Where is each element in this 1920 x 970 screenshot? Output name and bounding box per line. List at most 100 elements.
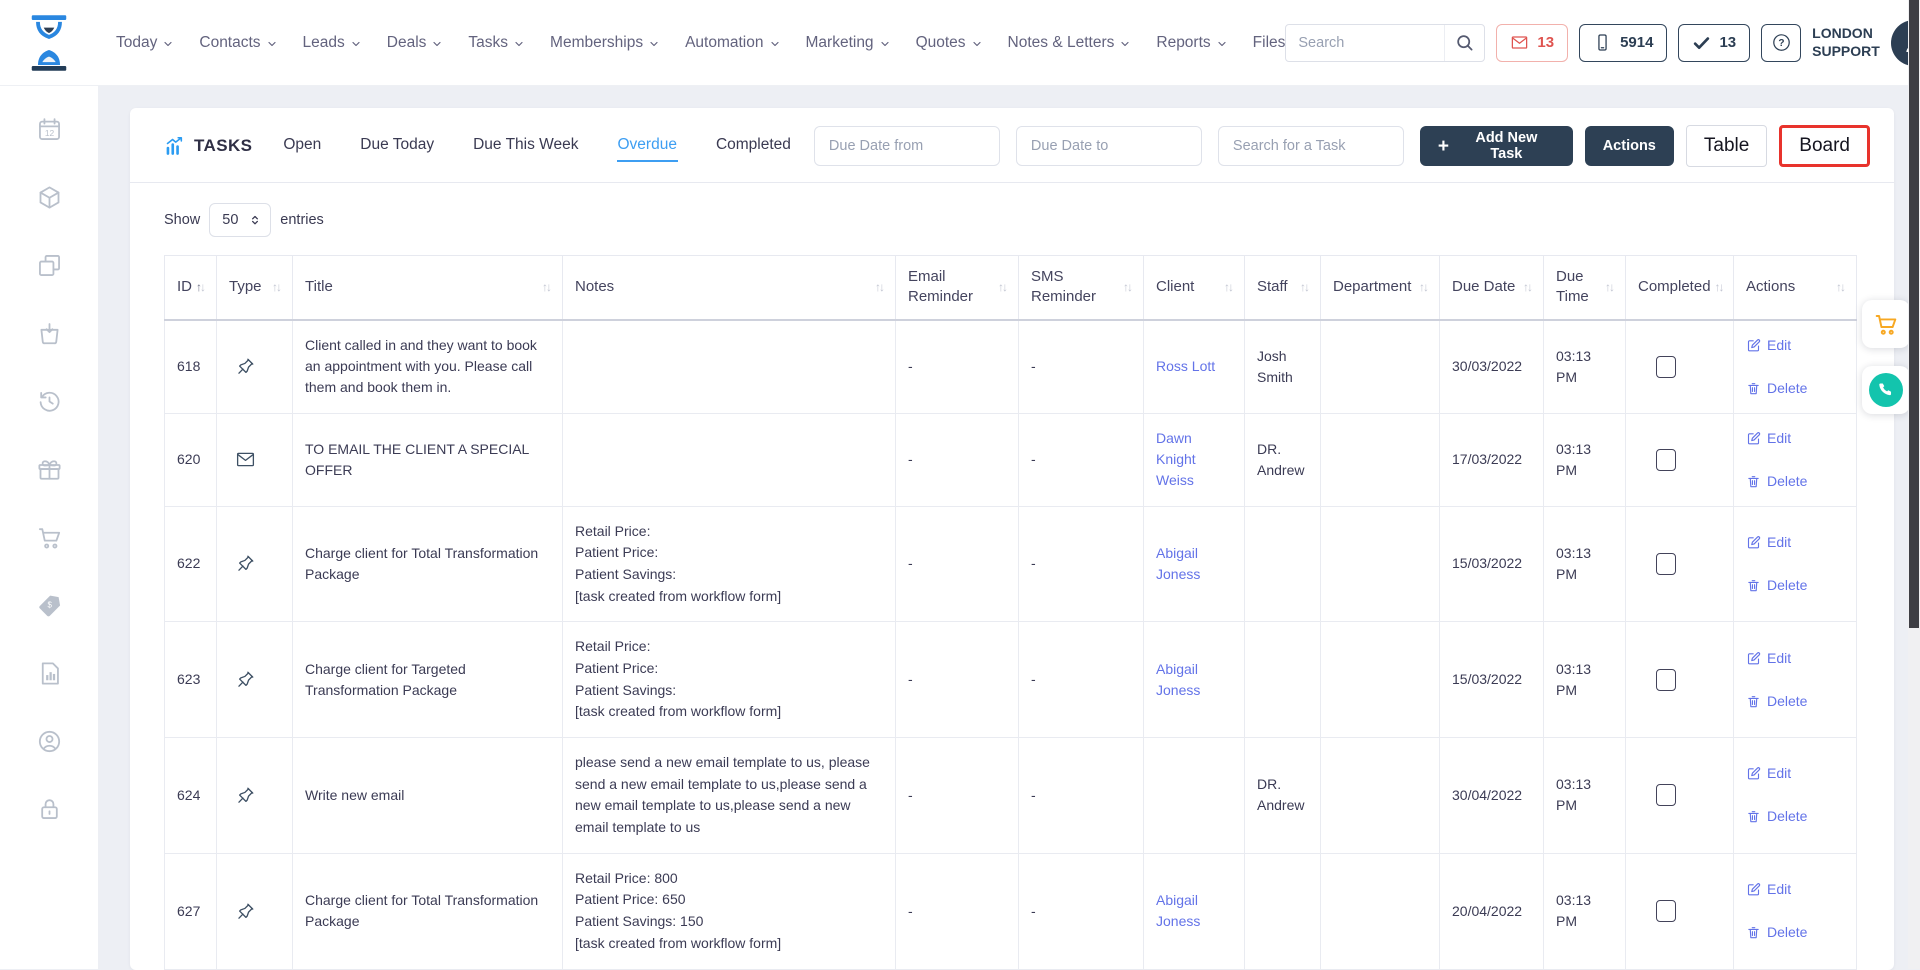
board-view-button[interactable]: Board: [1779, 125, 1870, 167]
client-link[interactable]: Ross Lott: [1156, 358, 1215, 374]
svg-text:12: 12: [44, 128, 54, 138]
sort-arrows-icon: ↑↓: [1715, 280, 1723, 294]
completed-checkbox[interactable]: [1656, 900, 1676, 922]
app-logo[interactable]: [26, 14, 72, 72]
email-badge[interactable]: 13: [1496, 24, 1568, 62]
chevron-down-icon: [971, 38, 983, 50]
whatsapp-fab-button[interactable]: [1862, 366, 1910, 414]
column-label: Notes: [575, 277, 614, 297]
task-actions: Edit Delete: [1734, 320, 1857, 414]
edit-icon: [1746, 338, 1761, 353]
nav-item-reports[interactable]: Reports: [1156, 34, 1227, 52]
delete-button[interactable]: Delete: [1746, 575, 1844, 596]
nav-item-today[interactable]: Today: [116, 34, 174, 52]
completed-checkbox[interactable]: [1656, 784, 1676, 806]
client-link[interactable]: Dawn Knight Weiss: [1156, 430, 1196, 488]
completed-checkbox[interactable]: [1656, 356, 1676, 378]
sidebar-item-price-tag[interactable]: $: [36, 592, 63, 624]
sidebar-item-report[interactable]: [36, 660, 63, 692]
delete-button[interactable]: Delete: [1746, 922, 1844, 943]
main-navigation: Today Contacts Leads Deals Tasks Memberships A…: [116, 34, 1285, 52]
edit-button[interactable]: Edit: [1746, 648, 1844, 669]
nav-item-marketing[interactable]: Marketing: [806, 34, 891, 52]
client-link[interactable]: Abigail Joness: [1156, 545, 1200, 582]
actions-button[interactable]: Actions: [1585, 126, 1674, 166]
column-header-email-reminder[interactable]: Email Reminder↑↓: [896, 256, 1019, 320]
column-header-notes[interactable]: Notes↑↓: [563, 256, 896, 320]
nav-item-automation[interactable]: Automation: [685, 34, 780, 52]
nav-item-quotes[interactable]: Quotes: [916, 34, 983, 52]
plus-icon: +: [1438, 137, 1449, 156]
due-date: 30/03/2022: [1440, 320, 1544, 414]
delete-button[interactable]: Delete: [1746, 378, 1844, 399]
phone-badge[interactable]: 5914: [1579, 24, 1667, 62]
cube-icon: [36, 184, 63, 211]
cart-fab-button[interactable]: [1862, 300, 1910, 348]
task-search-input[interactable]: [1218, 126, 1404, 166]
scrollbar-thumb[interactable]: [1909, 0, 1919, 628]
column-header-type[interactable]: Type↑↓: [217, 256, 293, 320]
sidebar-item-copy[interactable]: [36, 252, 63, 284]
nav-item-deals[interactable]: Deals: [387, 34, 444, 52]
sort-arrows-icon: ↑↓: [272, 280, 280, 294]
delete-button[interactable]: Delete: [1746, 806, 1844, 827]
edit-button[interactable]: Edit: [1746, 335, 1844, 356]
due-time: 03:13 PM: [1544, 413, 1626, 506]
search-input[interactable]: [1286, 35, 1444, 51]
sms-reminder: -: [1019, 622, 1144, 738]
sidebar-item-cube[interactable]: [36, 184, 63, 216]
sidebar-item-lock[interactable]: [36, 796, 63, 828]
table-view-button[interactable]: Table: [1686, 125, 1767, 167]
page-scrollbar: [1908, 0, 1920, 969]
due-date-from-input[interactable]: [814, 126, 1000, 166]
edit-button[interactable]: Edit: [1746, 428, 1844, 449]
nav-item-memberships[interactable]: Memberships: [550, 34, 660, 52]
column-header-staff[interactable]: Staff↑↓: [1245, 256, 1321, 320]
column-header-title[interactable]: Title↑↓: [293, 256, 563, 320]
tab-due-this-week[interactable]: Due This Week: [472, 130, 579, 162]
column-header-id[interactable]: ID↑↓: [165, 256, 217, 320]
entries-label: entries: [280, 212, 324, 228]
tab-due-today[interactable]: Due Today: [359, 130, 435, 162]
sidebar-item-cart[interactable]: [36, 524, 63, 556]
nav-item-notes-letters[interactable]: Notes & Letters: [1008, 34, 1132, 52]
search-icon[interactable]: [1444, 25, 1484, 61]
sidebar-item-gift[interactable]: [36, 456, 63, 488]
task-actions: Edit Delete: [1734, 738, 1857, 854]
tab-completed[interactable]: Completed: [715, 130, 792, 162]
sidebar-item-history[interactable]: [36, 388, 63, 420]
column-header-sms-reminder[interactable]: SMS Reminder↑↓: [1019, 256, 1144, 320]
nav-item-leads[interactable]: Leads: [303, 34, 362, 52]
client-link[interactable]: Abigail Joness: [1156, 892, 1200, 929]
add-new-task-button[interactable]: + Add New Task: [1420, 126, 1573, 166]
nav-item-tasks[interactable]: Tasks: [468, 34, 525, 52]
help-button[interactable]: ?: [1761, 24, 1801, 62]
column-header-client[interactable]: Client↑↓: [1144, 256, 1245, 320]
due-date-to-input[interactable]: [1016, 126, 1202, 166]
delete-button[interactable]: Delete: [1746, 691, 1844, 712]
delete-button[interactable]: Delete: [1746, 471, 1844, 492]
nav-item-contacts[interactable]: Contacts: [199, 34, 277, 52]
tasks-badge[interactable]: 13: [1678, 24, 1750, 62]
column-header-department[interactable]: Department↑↓: [1321, 256, 1440, 320]
edit-button[interactable]: Edit: [1746, 879, 1844, 900]
column-header-due-time[interactable]: Due Time↑↓: [1544, 256, 1626, 320]
entries-per-page-select[interactable]: 50: [209, 203, 271, 237]
completed-checkbox[interactable]: [1656, 669, 1676, 691]
completed-checkbox[interactable]: [1656, 553, 1676, 575]
sidebar-item-calendar[interactable]: 12: [36, 116, 63, 148]
column-header-completed[interactable]: Completed↑↓: [1626, 256, 1734, 320]
sidebar-item-user-circle[interactable]: [36, 728, 63, 760]
column-header-actions[interactable]: Actions↑↓: [1734, 256, 1857, 320]
edit-button[interactable]: Edit: [1746, 532, 1844, 553]
trash-icon: [1746, 474, 1761, 489]
completed-checkbox[interactable]: [1656, 449, 1676, 471]
client-link[interactable]: Abigail Joness: [1156, 661, 1200, 698]
column-header-due-date[interactable]: Due Date↑↓: [1440, 256, 1544, 320]
edit-button[interactable]: Edit: [1746, 763, 1844, 784]
tab-open[interactable]: Open: [282, 130, 322, 162]
sidebar-item-shopping-bag[interactable]: [36, 320, 63, 352]
nav-item-files[interactable]: Files: [1253, 34, 1286, 52]
tab-overdue[interactable]: Overdue: [617, 130, 678, 162]
